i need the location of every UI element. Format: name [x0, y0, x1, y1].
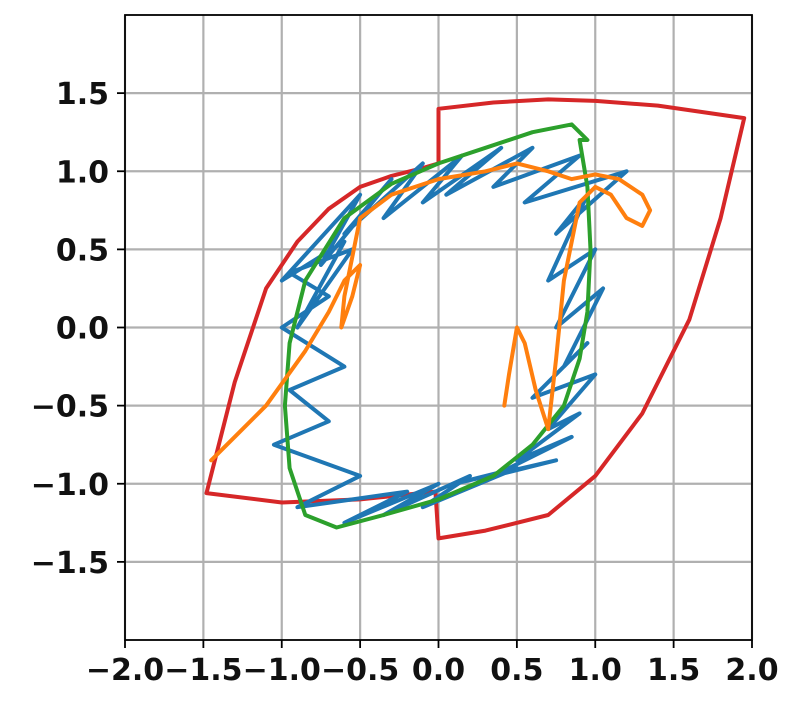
y-tick-label: 0.0 [56, 312, 109, 347]
series-line-3 [209, 161, 653, 463]
plot-series [204, 97, 747, 541]
series-line-1 [271, 145, 629, 525]
x-tick-label: −1.5 [164, 653, 242, 688]
x-tick-label: 1.0 [569, 653, 622, 688]
y-axis: −1.5 −1.0 −0.5 0.0 0.5 1.0 1.5 [31, 77, 125, 581]
y-tick-label: −1.0 [31, 468, 109, 503]
x-tick-label: −0.5 [321, 653, 399, 688]
x-tick-label: −2.0 [86, 653, 164, 688]
x-tick-label: 2.0 [725, 653, 778, 688]
x-tick-label: 0.0 [412, 653, 465, 688]
y-tick-label: 1.0 [56, 155, 109, 190]
y-tick-label: −0.5 [31, 390, 109, 425]
y-tick-label: −1.5 [31, 546, 109, 581]
y-tick-label: 1.5 [56, 77, 109, 112]
x-tick-label: 0.5 [490, 653, 543, 688]
x-tick-label: 1.5 [647, 653, 700, 688]
y-tick-label: 0.5 [56, 233, 109, 268]
x-tick-label: −1.0 [243, 653, 321, 688]
series-line-2 [282, 122, 593, 530]
x-axis: −2.0 −1.5 −1.0 −0.5 0.0 0.5 1.0 1.5 2.0 [86, 640, 779, 688]
series-line-0 [204, 97, 747, 541]
